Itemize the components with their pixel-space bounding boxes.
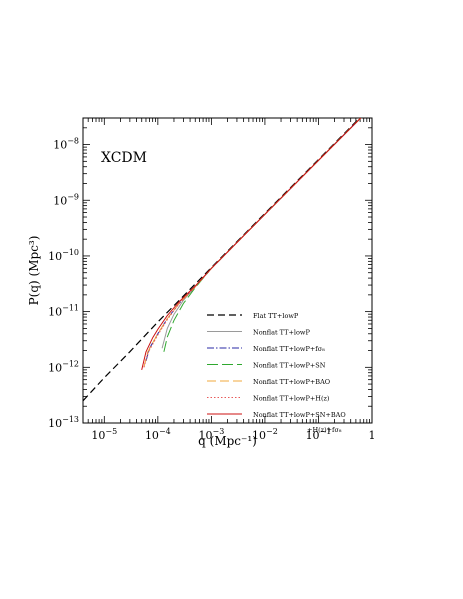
axis-ticks xyxy=(82,117,373,424)
legend-label: Nonflat TT+lowP+H(z) xyxy=(253,395,330,403)
y-tick-label: 10−12 xyxy=(48,359,79,374)
x-tick-label: 10−2 xyxy=(252,427,278,442)
x-tick-label: 10−5 xyxy=(91,427,117,442)
x-tick-label: 10−1 xyxy=(306,427,332,442)
y-tick-label: 10−11 xyxy=(48,304,79,319)
legend-label: Nonflat TT+lowP+SN xyxy=(253,362,326,370)
x-tick-label: 1 xyxy=(369,429,376,442)
x-axis-label: q (Mpc⁻¹) xyxy=(198,434,257,448)
legend-label-continuation: +H(z)+fσ₈ xyxy=(307,426,342,434)
y-tick-label: 10−9 xyxy=(53,192,79,207)
x-tick-labels: 10−5 10−4 10−3 10−2 10−1 1 xyxy=(91,427,375,442)
y-tick-label: 10−13 xyxy=(48,415,79,430)
legend-label: Nonflat TT+lowP+SN+BAO xyxy=(253,411,346,419)
legend-label: Nonflat TT+lowP xyxy=(253,329,310,337)
y-tick-label: 10−8 xyxy=(53,137,79,152)
series-line xyxy=(141,118,362,371)
series-line xyxy=(145,118,362,362)
series-line xyxy=(163,118,362,352)
y-tick-labels: 10−13 10−12 10−11 10−10 10−9 10−8 xyxy=(48,137,79,430)
legend-label: Nonflat TT+lowP+BAO xyxy=(253,378,330,386)
x-tick-label: 10−3 xyxy=(198,427,224,442)
y-tick-label: 10−10 xyxy=(48,248,79,263)
series-curves xyxy=(83,118,362,402)
x-tick-label: 10−4 xyxy=(145,427,171,442)
legend-label: Flat TT+lowP xyxy=(253,312,299,320)
series-line xyxy=(83,118,361,402)
model-annotation: XCDM xyxy=(101,150,147,166)
y-axis-label: P(q) (Mpc³) xyxy=(27,236,41,306)
legend-label: Nonflat TT+lowP+fσ₈ xyxy=(253,345,325,353)
legend: Flat TT+lowP Nonflat TT+lowP Nonflat TT+lo… xyxy=(207,312,346,434)
